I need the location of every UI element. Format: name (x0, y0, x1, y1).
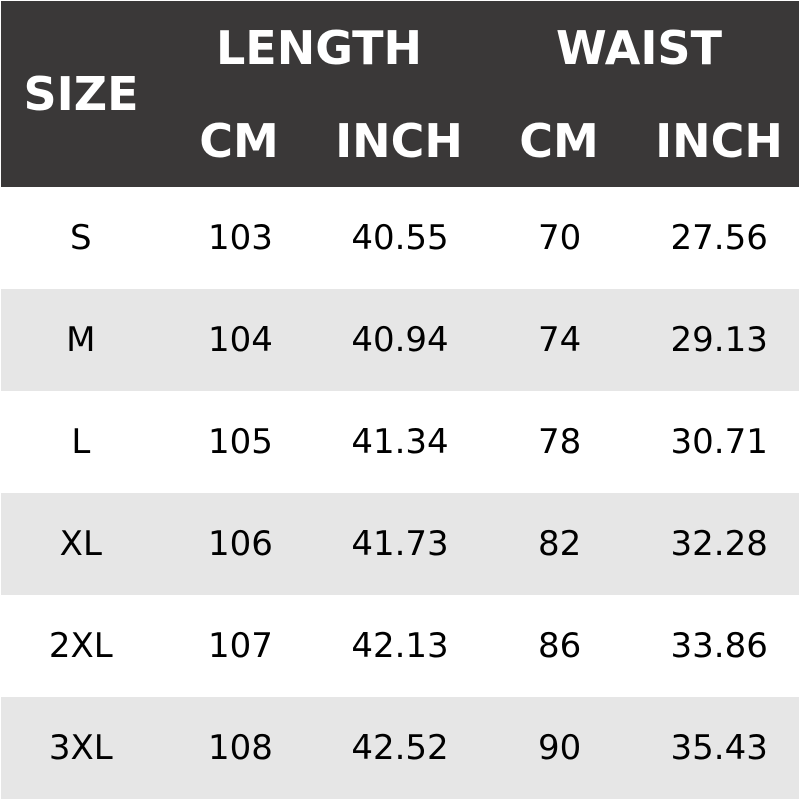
table-row: M 104 40.94 74 29.13 (1, 289, 799, 391)
table-row: XL 106 41.73 82 32.28 (1, 493, 799, 595)
cell-size: S (70, 218, 92, 258)
cell-length-inch: 42.52 (351, 728, 449, 768)
cell-length-cm: 108 (207, 728, 273, 768)
header-waist-cm: CM (519, 114, 599, 168)
cell-waist-inch: 27.56 (670, 218, 768, 258)
cell-size: 3XL (48, 728, 113, 768)
cell-waist-cm: 78 (537, 422, 582, 462)
header-waist: WAIST (556, 21, 722, 75)
cell-length-cm: 105 (207, 422, 273, 462)
cell-length-cm: 107 (207, 626, 273, 666)
header-waist-inch: INCH (655, 114, 783, 168)
table-row: 2XL 107 42.13 86 33.86 (1, 595, 799, 697)
cell-size: M (66, 320, 96, 360)
cell-waist-inch: 35.43 (670, 728, 768, 768)
cell-waist-cm: 90 (537, 728, 582, 768)
table-body: S 103 40.55 70 27.56 M 104 40.94 74 29.13 L 105 41.3… (1, 187, 799, 799)
cell-length-cm: 103 (207, 218, 273, 258)
table-row: L 105 41.34 78 30.71 (1, 391, 799, 493)
cell-length-cm: 104 (207, 320, 273, 360)
table-row: S 103 40.55 70 27.56 (1, 187, 799, 289)
cell-size: L (71, 422, 91, 462)
cell-length-cm: 106 (207, 524, 273, 564)
table-header: SIZE LENGTH WAIST CM INCH CM INCH (1, 1, 799, 187)
cell-waist-inch: 30.71 (670, 422, 768, 462)
header-length-cm: CM (199, 114, 279, 168)
cell-length-inch: 40.55 (351, 218, 449, 258)
cell-length-inch: 40.94 (351, 320, 449, 360)
cell-waist-cm: 74 (537, 320, 582, 360)
cell-waist-cm: 82 (537, 524, 582, 564)
header-length: LENGTH (215, 21, 423, 75)
cell-waist-cm: 70 (537, 218, 582, 258)
cell-waist-inch: 29.13 (670, 320, 768, 360)
table-row: 3XL 108 42.52 90 35.43 (1, 697, 799, 799)
cell-waist-cm: 86 (537, 626, 582, 666)
cell-size: XL (59, 524, 102, 564)
cell-waist-inch: 32.28 (670, 524, 768, 564)
cell-size: 2XL (48, 626, 113, 666)
cell-length-inch: 41.73 (351, 524, 449, 564)
cell-waist-inch: 33.86 (670, 626, 768, 666)
header-length-inch: INCH (335, 114, 463, 168)
header-size: SIZE (23, 67, 139, 121)
cell-length-inch: 41.34 (351, 422, 449, 462)
cell-length-inch: 42.13 (351, 626, 449, 666)
